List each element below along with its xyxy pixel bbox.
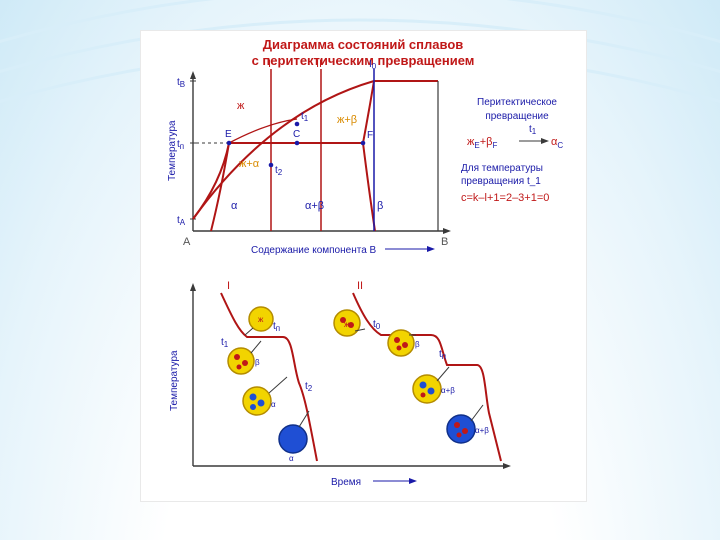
top-x-label: Содержание компонента В (251, 245, 377, 256)
top-y-label: Температура (167, 120, 178, 181)
side-notes: Перитектическое превращение жE+βF t1 αC … (461, 97, 563, 204)
bottom-chart: Температура Время I II t1 tп t2 t0 tп (169, 280, 511, 488)
svg-text:α+β: α+β (475, 426, 489, 435)
bottom-y-label: Температура (169, 350, 180, 411)
side-head2: превращение (485, 111, 549, 122)
peritectic-eq: жE+βF (467, 136, 497, 150)
svg-text:t1: t1 (221, 337, 229, 349)
svg-text:α+β: α+β (441, 386, 455, 395)
region-beta: β (377, 200, 383, 212)
note1: Для температуры (461, 163, 543, 174)
svg-text:α: α (289, 454, 294, 463)
curve-II-label: II (357, 280, 363, 292)
figure-title-1: Диаграмма состояний сплавов (263, 37, 464, 52)
region-alpha: α (231, 200, 238, 212)
pt-E: E (225, 129, 232, 140)
figure-panel: Диаграмма состояний сплавов с перитектич… (140, 30, 587, 502)
eq-alpha: αC (551, 136, 563, 150)
svg-text:t2: t2 (305, 381, 313, 393)
svg-text:β: β (255, 358, 260, 367)
pt-t2: t2 (275, 165, 283, 177)
corner-A: A (183, 236, 191, 248)
bottom-x-label: Время (331, 477, 361, 488)
figure-title-2: с перитектическим превращением (252, 53, 475, 68)
region-zh-beta: ж+β (337, 114, 357, 126)
vline-II: II (316, 58, 322, 70)
note2: превращения t_1 (461, 176, 541, 187)
phase-rule: с=k–l+1=2–3+1=0 (461, 192, 549, 204)
microstructure-circles: ж β α α (228, 307, 489, 463)
svg-text:ж: ж (258, 315, 264, 324)
top-chart: Температура Содержание компонента В A B … (167, 58, 451, 256)
slide-background: Диаграмма состояний сплавов с перитектич… (0, 0, 720, 540)
liquidus (193, 81, 438, 219)
svg-text:t0: t0 (373, 319, 381, 331)
svg-text:β: β (415, 340, 420, 349)
side-head1: Перитектическое (477, 97, 557, 108)
t-B: tB (177, 77, 185, 89)
solvus-right (363, 143, 375, 231)
vline-I: I (268, 58, 271, 70)
curve-I-label: I (227, 280, 230, 292)
pt-F: F (367, 130, 373, 141)
corner-B: B (441, 236, 448, 248)
svg-text:α: α (271, 400, 276, 409)
region-zh: ж (237, 100, 245, 112)
pt-t1: t1 (301, 111, 309, 123)
svg-text:ж: ж (344, 320, 350, 329)
region-zh-alpha: ж+α (239, 158, 260, 170)
pt-C: C (293, 129, 300, 140)
t-A: tA (177, 215, 186, 227)
svg-text:tп: tп (273, 321, 280, 333)
eq-t1: t1 (529, 124, 537, 136)
t-n: tп (177, 139, 184, 151)
region-alpha-beta: α+β (305, 200, 324, 212)
diagram-svg: Диаграмма состояний сплавов с перитектич… (141, 31, 586, 501)
